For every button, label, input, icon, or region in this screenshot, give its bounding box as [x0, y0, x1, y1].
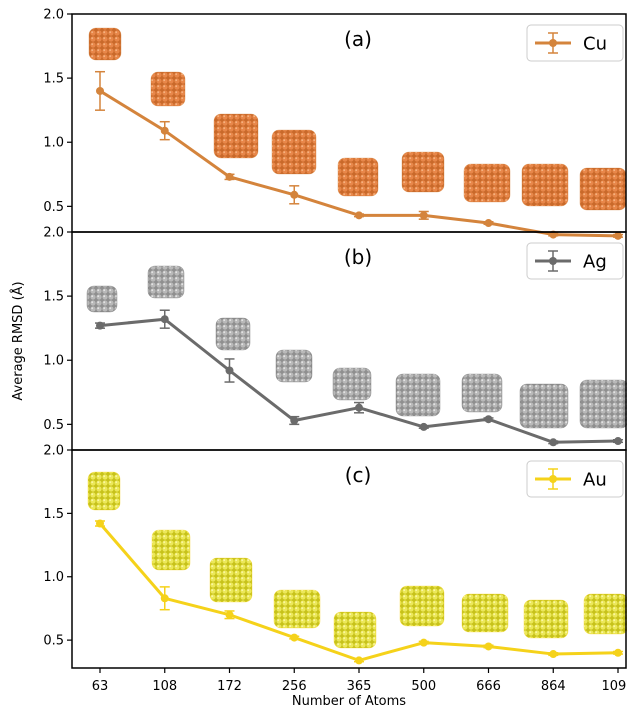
x-tick-label-108: 108: [152, 679, 177, 694]
nanoparticle-cu-63: [88, 27, 122, 61]
legend-marker-ag: [549, 257, 557, 265]
nanoparticle-cu-108: [150, 71, 186, 107]
nanoparticle-cu-1099: [579, 167, 627, 211]
nanoparticle-ag-1099: [579, 379, 627, 429]
data-point-ag-864: [549, 438, 558, 447]
legend-label-ag: Ag: [583, 252, 607, 273]
x-tick-label-365: 365: [347, 679, 372, 694]
data-point-cu-500: [419, 211, 428, 220]
data-point-au-172: [225, 610, 234, 619]
legend-box-cu: [526, 24, 624, 62]
data-point-au-666: [484, 642, 493, 651]
nanoparticle-au-172: [209, 557, 253, 603]
legend-box-au: [526, 460, 624, 498]
nanoparticle-ag-365: [332, 367, 372, 401]
data-point-ag-1099: [614, 437, 622, 446]
y-tick-label: 2.0: [43, 444, 64, 459]
data-point-au-864: [549, 650, 558, 659]
legend-label-au: Au: [583, 470, 607, 491]
data-point-au-1099: [614, 648, 622, 657]
data-point-cu-365: [355, 211, 363, 220]
data-point-cu-63: [96, 86, 104, 95]
panel-label-au: (c): [345, 463, 372, 487]
nanoparticle-cu-500: [401, 151, 445, 193]
y-tick-label: 0.5: [43, 200, 64, 215]
y-tick-label: 1.5: [43, 72, 64, 87]
data-point-cu-1099: [614, 231, 622, 240]
y-tick-label: 1.0: [43, 354, 64, 369]
data-point-ag-63: [96, 321, 104, 330]
x-tick-label-63: 63: [92, 679, 109, 694]
x-tick-label-500: 500: [411, 679, 436, 694]
y-tick-label: 1.0: [43, 136, 64, 151]
x-tick-label-864: 864: [541, 679, 566, 694]
legend-box-ag: [526, 242, 624, 280]
nanoparticle-au-108: [151, 529, 191, 571]
nanoparticle-cu-666: [463, 163, 511, 203]
legend-marker-cu: [549, 39, 557, 47]
data-point-cu-666: [484, 219, 493, 228]
nanoparticle-au-666: [461, 593, 509, 633]
nanoparticle-ag-256: [275, 349, 313, 383]
nanoparticle-ag-500: [395, 373, 441, 417]
nanoparticle-ag-63: [86, 285, 118, 313]
y-tick-label: 1.0: [43, 570, 64, 585]
x-tick-label-1099: 1099: [601, 679, 627, 694]
nanoparticle-au-365: [333, 611, 377, 649]
data-point-au-256: [290, 633, 299, 642]
nanoparticle-cu-256: [271, 129, 317, 175]
y-tick-label: 0.5: [43, 418, 64, 433]
nanoparticle-au-1099: [583, 593, 627, 635]
nanoparticle-cu-365: [337, 157, 379, 197]
panel-label-ag: (b): [344, 245, 372, 269]
data-point-au-108: [160, 594, 169, 603]
nanoparticle-au-63: [87, 471, 121, 511]
data-point-ag-172: [225, 366, 234, 375]
data-point-ag-256: [290, 416, 299, 425]
nanoparticle-au-500: [399, 585, 445, 627]
y-tick-label: 2.0: [43, 226, 64, 241]
nanoparticle-ag-666: [461, 373, 503, 413]
y-tick-label: 0.5: [43, 634, 64, 649]
x-tick-label-256: 256: [282, 679, 307, 694]
y-tick-label: 1.5: [43, 290, 64, 305]
nanoparticle-cu-864: [521, 163, 569, 207]
x-tick-label-172: 172: [217, 679, 242, 694]
nanoparticle-cu-172: [213, 113, 259, 159]
data-point-ag-666: [484, 415, 493, 424]
nanoparticle-ag-864: [519, 383, 569, 429]
legend-marker-au: [549, 475, 557, 483]
data-point-ag-108: [160, 315, 169, 324]
y-axis-label: Average RMSD (Å): [10, 281, 26, 400]
data-point-cu-172: [225, 172, 234, 181]
x-tick-label-666: 666: [476, 679, 501, 694]
panel-frame-au: [71, 449, 627, 669]
legend-label-cu: Cu: [583, 34, 607, 55]
data-point-ag-365: [355, 403, 363, 412]
nanoparticle-au-864: [523, 599, 569, 639]
data-point-cu-256: [290, 190, 299, 199]
data-point-ag-500: [419, 422, 428, 431]
data-point-au-63: [96, 519, 104, 528]
nanoparticle-ag-108: [147, 265, 185, 299]
data-point-au-500: [419, 638, 428, 647]
nanoparticle-au-256: [273, 589, 321, 629]
data-point-cu-108: [160, 126, 169, 135]
nanoparticle-ag-172: [215, 317, 251, 351]
y-tick-label: 1.5: [43, 507, 64, 522]
y-tick-label: 2.0: [43, 8, 64, 23]
data-point-au-365: [355, 656, 363, 665]
x-axis-label: Number of Atoms: [292, 694, 406, 707]
panel-label-cu: (a): [344, 27, 372, 51]
